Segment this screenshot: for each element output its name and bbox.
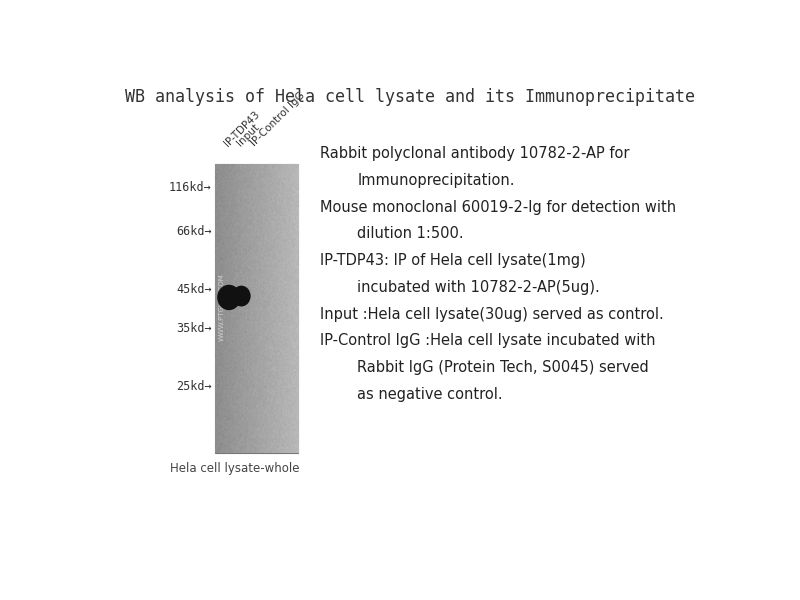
Bar bbox=[214, 164, 298, 453]
Text: Immunoprecipitation.: Immunoprecipitation. bbox=[358, 173, 515, 188]
Text: 25kd→: 25kd→ bbox=[176, 380, 211, 392]
Text: Rabbit polyclonal antibody 10782-2-AP for: Rabbit polyclonal antibody 10782-2-AP fo… bbox=[320, 146, 630, 161]
Text: as negative control.: as negative control. bbox=[358, 387, 503, 402]
Text: 66kd→: 66kd→ bbox=[176, 225, 211, 238]
Text: IP-TDP43: IP of Hela cell lysate(1mg): IP-TDP43: IP of Hela cell lysate(1mg) bbox=[320, 253, 586, 268]
Text: IP-TDP43: IP-TDP43 bbox=[222, 109, 262, 148]
Text: dilution 1:500.: dilution 1:500. bbox=[358, 226, 464, 241]
Text: Input: Input bbox=[235, 122, 262, 148]
Ellipse shape bbox=[232, 286, 250, 307]
Text: 45kd→: 45kd→ bbox=[176, 283, 211, 296]
Text: IP-Control IgG :Hela cell lysate incubated with: IP-Control IgG :Hela cell lysate incubat… bbox=[320, 334, 656, 349]
Text: incubated with 10782-2-AP(5ug).: incubated with 10782-2-AP(5ug). bbox=[358, 280, 600, 295]
Text: 35kd→: 35kd→ bbox=[176, 322, 211, 335]
Text: Input :Hela cell lysate(30ug) served as control.: Input :Hela cell lysate(30ug) served as … bbox=[320, 307, 664, 322]
Text: IP-Control IgG: IP-Control IgG bbox=[249, 91, 306, 148]
Text: WWW.PTGLAB.COM: WWW.PTGLAB.COM bbox=[219, 274, 225, 341]
Text: Rabbit IgG (Protein Tech, S0045) served: Rabbit IgG (Protein Tech, S0045) served bbox=[358, 360, 649, 375]
Text: 116kd→: 116kd→ bbox=[169, 181, 211, 194]
Text: Mouse monoclonal 60019-2-Ig for detection with: Mouse monoclonal 60019-2-Ig for detectio… bbox=[320, 200, 676, 215]
Ellipse shape bbox=[217, 285, 241, 310]
Text: WB analysis of Hela cell lysate and its Immunoprecipitate: WB analysis of Hela cell lysate and its … bbox=[125, 88, 695, 106]
Text: Hela cell lysate-whole: Hela cell lysate-whole bbox=[170, 463, 300, 475]
